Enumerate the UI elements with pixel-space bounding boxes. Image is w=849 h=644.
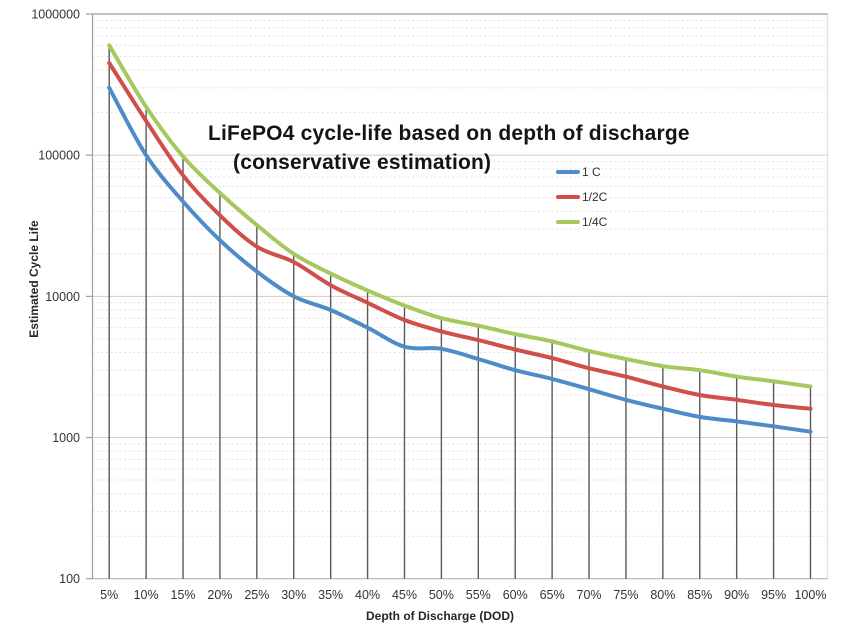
x-tick-label: 95%	[761, 588, 786, 602]
x-axis-title: Depth of Discharge (DOD)	[365, 609, 514, 623]
x-tick-label: 60%	[503, 588, 528, 602]
legend-swatch-1-4c	[556, 219, 580, 224]
x-tick-label: 100%	[794, 588, 826, 602]
chart-title-line2: (conservative estimation)	[233, 151, 492, 174]
x-tick-label: 20%	[207, 588, 232, 602]
legend-swatch-1-2c	[556, 194, 580, 199]
x-tick-label: 35%	[318, 588, 343, 602]
x-tick-label: 75%	[613, 588, 638, 602]
x-tick-label: 65%	[540, 588, 565, 602]
x-tick-label: 50%	[429, 588, 454, 602]
legend-swatch-1-c	[556, 169, 580, 174]
x-tick-label: 15%	[171, 588, 196, 602]
legend-label: 1/2C	[582, 189, 608, 204]
legend-item-1-4c: 1/4C	[556, 209, 607, 234]
x-tick-label: 85%	[687, 588, 712, 602]
x-tick-label: 30%	[281, 588, 306, 602]
series-line-1-c	[107, 85, 813, 434]
y-tick-label: 10000	[45, 290, 80, 304]
x-tick-label: 55%	[466, 588, 491, 602]
y-tick-label: 100000	[38, 149, 80, 163]
x-tick-label: 45%	[392, 588, 417, 602]
chart-title-line1: LiFePO4 cycle-life based on depth of dis…	[208, 122, 690, 145]
y-tick-label: 1000000	[31, 8, 80, 22]
legend-label: 1 C	[582, 164, 601, 179]
legend: 1 C 1/2C 1/4C	[556, 159, 607, 234]
series-line-1-2c	[107, 61, 813, 411]
x-tick-label: 70%	[577, 588, 602, 602]
legend-item-1-2c: 1/2C	[556, 184, 607, 209]
x-tick-label: 5%	[100, 588, 118, 602]
legend-label: 1/4C	[582, 214, 608, 229]
x-tick-label: 80%	[650, 588, 675, 602]
y-tick-label: 1000	[52, 431, 80, 445]
y-tick-label: 100	[59, 572, 80, 586]
y-axis-title: Estimated Cycle Life	[27, 220, 41, 338]
x-tick-label: 90%	[724, 588, 749, 602]
legend-item-1-c: 1 C	[556, 159, 607, 184]
x-tick-label: 40%	[355, 588, 380, 602]
series-line-1-4c	[107, 43, 813, 389]
x-tick-label: 10%	[134, 588, 159, 602]
x-tick-label: 25%	[244, 588, 269, 602]
